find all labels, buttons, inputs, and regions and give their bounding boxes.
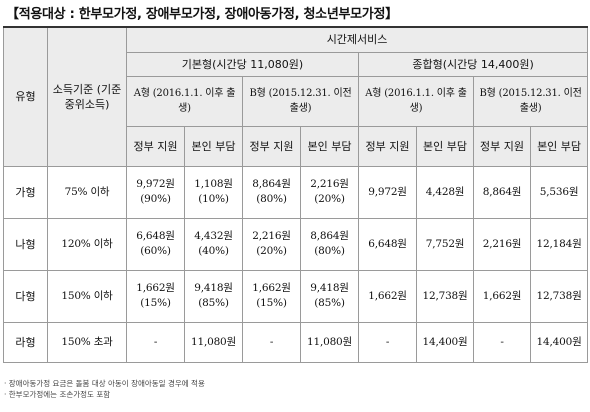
row-type: 라형 (3, 321, 48, 363)
cell-basic-a-self: 11,080원 (184, 321, 243, 363)
cell-combined-b-gov: 1,662원 (473, 269, 531, 323)
cell-basic-b-gov: 1,662원 (15%) (242, 269, 301, 323)
header-gov: 정부 지원 (242, 125, 301, 167)
table-row: 다형 150% 이하 1,662원 (15%) 9,418원 (85%) 1,6… (3, 269, 589, 323)
header-basic-b: B형 (2015.12.31. 이전 출생) (242, 75, 359, 127)
header-service: 시간제서비스 (125, 26, 589, 53)
cell-basic-b-gov: - (242, 321, 301, 363)
cell-combined-b-gov: - (473, 321, 531, 363)
cell-combined-b-gov: 2,216원 (473, 217, 531, 271)
footnotes: · 장애아동가정 요금은 돌봄 대상 아동이 장애아동일 경우에 적용 · 한부… (4, 378, 205, 400)
row-type: 가형 (3, 165, 48, 219)
row-income: 120% 이하 (47, 217, 127, 271)
cell-basic-a-self: 1,108원 (10%) (184, 165, 243, 219)
header-gov: 정부 지원 (473, 125, 531, 167)
table-title: 【적용대상 : 한부모가정, 장애부모가정, 장애아동가정, 청소년부모가정】 (6, 7, 398, 22)
cell-basic-a-gov: 1,662원 (15%) (126, 269, 185, 323)
header-self: 본인 부담 (529, 125, 589, 167)
table-row: 가형 75% 이하 9,972원 (90%) 1,108원 (10%) 8,86… (3, 165, 589, 219)
cell-basic-a-self: 9,418원 (85%) (184, 269, 243, 323)
cell-combined-a-self: 4,428원 (416, 165, 474, 219)
header-gov: 정부 지원 (358, 125, 417, 167)
cell-combined-a-self: 12,738원 (416, 269, 474, 323)
table-row: 나형 120% 이하 6,648원 (60%) 4,432원 (40%) 2,2… (3, 217, 589, 271)
header-combined: 종합형(시간당 14,400원) (357, 51, 589, 77)
header-self: 본인 부담 (300, 125, 359, 167)
row-income: 150% 이하 (47, 269, 127, 323)
cell-basic-b-gov: 8,864원 (80%) (242, 165, 301, 219)
row-type: 다형 (3, 269, 48, 323)
header-gov: 정부 지원 (126, 125, 185, 167)
header-basic-a: A형 (2016.1.1. 이후 출생) (126, 75, 243, 127)
fee-table: 유형 소득기준 (기준 중위소득) 시간제서비스 기본형(시간당 11,080원… (3, 26, 589, 363)
row-type: 나형 (3, 217, 48, 271)
table-row: 라형 150% 초과 - 11,080원 - 11,080원 - 14,400원… (3, 321, 589, 363)
header-basic: 기본형(시간당 11,080원) (126, 51, 359, 77)
cell-basic-a-self: 4,432원 (40%) (184, 217, 243, 271)
header-self: 본인 부담 (416, 125, 474, 167)
header-self: 본인 부담 (184, 125, 243, 167)
cell-combined-a-gov: 1,662원 (358, 269, 417, 323)
row-income: 150% 초과 (47, 321, 127, 363)
header-income: 소득기준 (기준 중위소득) (47, 26, 127, 167)
cell-basic-a-gov: - (126, 321, 185, 363)
footnote: · 장애아동가정 요금은 돌봄 대상 아동이 장애아동일 경우에 적용 (4, 379, 205, 388)
cell-combined-a-gov: 9,972원 (358, 165, 417, 219)
cell-combined-b-self: 14,400원 (529, 321, 589, 363)
header-combined-a: A형 (2016.1.1. 이후 출생) (358, 75, 474, 127)
cell-combined-a-self: 7,752원 (416, 217, 474, 271)
footnote: · 한부모가정에는 조손가정도 포함 (4, 390, 111, 399)
cell-basic-b-self: 9,418원 (85%) (300, 269, 359, 323)
cell-basic-a-gov: 6,648원 (60%) (126, 217, 185, 271)
cell-basic-b-self: 8,864원 (80%) (300, 217, 359, 271)
cell-combined-a-gov: 6,648원 (358, 217, 417, 271)
cell-combined-a-self: 14,400원 (416, 321, 474, 363)
cell-basic-a-gov: 9,972원 (90%) (126, 165, 185, 219)
cell-combined-b-self: 12,184원 (529, 217, 589, 271)
header-combined-b: B형 (2015.12.31. 이전 출생) (472, 75, 589, 127)
cell-combined-b-gov: 8,864원 (473, 165, 531, 219)
cell-basic-b-self: 2,216원 (20%) (300, 165, 359, 219)
cell-basic-b-self: 11,080원 (300, 321, 359, 363)
cell-combined-a-gov: - (358, 321, 417, 363)
cell-basic-b-gov: 2,216원 (20%) (242, 217, 301, 271)
header-type: 유형 (3, 26, 48, 167)
cell-combined-b-self: 12,738원 (529, 269, 589, 323)
row-income: 75% 이하 (47, 165, 127, 219)
cell-combined-b-self: 5,536원 (529, 165, 589, 219)
